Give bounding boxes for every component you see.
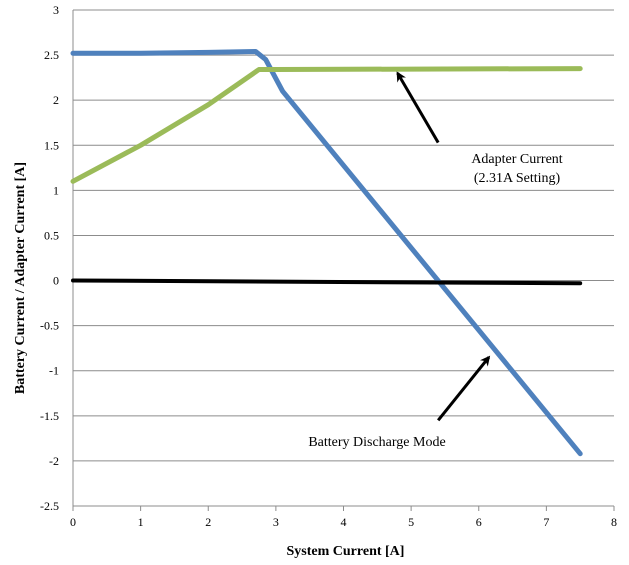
x-tick-label: 8 [611,515,617,529]
y-tick-label: 0.5 [44,228,59,242]
y-tick-label: -1 [49,364,59,378]
x-tick-label: 6 [476,515,482,529]
y-tick-label: 0 [53,274,59,288]
y-tick-labels: 3 2.5 2 1.5 1 0.5 0 -0.5 -1 -1.5 -2 -2.5 [40,3,59,513]
x-tick-labels: 0 1 2 3 4 5 6 7 8 [70,506,617,529]
annotation-arrow [437,355,491,422]
gridlines [73,9,614,507]
series-line-3 [71,278,583,286]
series-line-2 [70,66,583,184]
y-tick-label: -0.5 [40,319,59,333]
x-tick-label: 7 [543,515,549,529]
x-axis-title: System Current [A] [287,544,405,559]
series-line-1 [70,49,583,457]
x-tick-label: 4 [341,515,347,529]
y-tick-label: -1.5 [40,409,59,423]
x-tick-label: 2 [205,515,211,529]
y-tick-label: -2 [49,454,59,468]
y-tick-label: 1.5 [44,138,59,152]
y-tick-label: -2.5 [40,499,59,513]
x-tick-label: 0 [70,515,76,529]
annotation-label: Adapter Current [471,152,562,167]
x-tick-label: 3 [273,515,279,529]
y-tick-label: 2 [53,93,59,107]
y-tick-label: 2.5 [44,48,59,62]
x-tick-label: 5 [408,515,414,529]
annotation-arrow [396,71,440,144]
annotation-label: (2.31A Setting) [474,171,561,186]
annotations: Adapter Current (2.31A Setting) Battery Di… [308,71,563,450]
y-axis-title: Battery Current / Adapter Current [A] [13,162,28,394]
annotation-label: Battery Discharge Mode [308,435,445,450]
series-group [70,49,583,457]
y-tick-label: 1 [53,183,59,197]
y-tick-label: 3 [53,3,59,17]
x-tick-label: 1 [138,515,144,529]
